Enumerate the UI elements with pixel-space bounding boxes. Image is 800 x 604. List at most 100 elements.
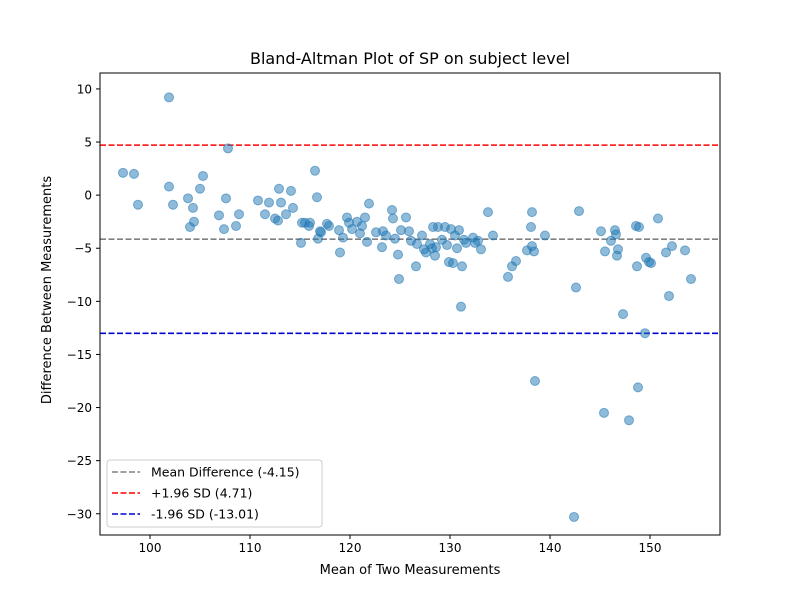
- data-point: [288, 202, 298, 213]
- data-point: [214, 210, 224, 221]
- data-point: [381, 230, 391, 241]
- data-point: [618, 309, 628, 320]
- plot-content: [100, 73, 720, 535]
- data-point: [611, 229, 621, 240]
- legend-box: [106, 459, 323, 528]
- data-point: [431, 242, 441, 253]
- data-point: [640, 328, 650, 339]
- data-point: [476, 244, 486, 255]
- x-tick-label: 100: [139, 541, 162, 555]
- data-point: [488, 230, 498, 241]
- data-point: [529, 246, 539, 257]
- data-point: [632, 261, 642, 272]
- data-point: [360, 212, 370, 223]
- data-point: [634, 222, 644, 232]
- x-tick-label: 150: [639, 541, 662, 555]
- x-tick-label: 120: [339, 541, 362, 555]
- data-point: [133, 199, 143, 210]
- data-point: [667, 241, 677, 252]
- data-point: [599, 407, 609, 418]
- data-point: [164, 92, 174, 103]
- data-point: [286, 185, 296, 196]
- data-point: [195, 183, 205, 194]
- data-point: [411, 261, 421, 272]
- data-point: [219, 224, 229, 235]
- legend-label: Mean Difference (-4.15): [151, 465, 300, 480]
- data-point: [473, 235, 483, 246]
- x-tick-label: 130: [439, 541, 462, 555]
- data-point: [324, 220, 334, 231]
- x-tick-label: 110: [239, 541, 262, 555]
- legend-label: -1.96 SD (-13.01): [151, 507, 259, 522]
- data-point: [600, 246, 610, 257]
- data-point: [189, 216, 199, 227]
- data-point: [357, 220, 367, 231]
- data-point: [253, 195, 263, 206]
- data-point: [571, 282, 581, 293]
- data-point: [390, 233, 400, 244]
- data-point: [448, 258, 458, 269]
- data-point: [456, 301, 466, 312]
- y-tick-label: −15: [67, 348, 92, 362]
- data-point: [404, 226, 414, 237]
- y-tick-label: −5: [74, 242, 92, 256]
- chart-title: Bland-Altman Plot of SP on subject level: [250, 49, 570, 68]
- data-point: [511, 255, 521, 266]
- data-point: [454, 225, 464, 236]
- legend-label: +1.96 SD (4.71): [151, 486, 252, 501]
- data-point: [310, 165, 320, 176]
- data-point: [540, 230, 550, 241]
- data-point: [457, 261, 467, 272]
- y-tick-label: −30: [67, 507, 92, 521]
- data-point: [442, 240, 452, 251]
- data-point: [394, 274, 404, 285]
- data-point: [164, 181, 174, 192]
- data-point: [347, 224, 357, 235]
- plot-area: [100, 73, 720, 535]
- data-point: [661, 247, 671, 258]
- data-point: [231, 220, 241, 231]
- data-point: [680, 245, 690, 256]
- data-point: [686, 274, 696, 285]
- data-point: [221, 193, 231, 204]
- axes-frame: [99, 72, 721, 536]
- y-tick-label: 0: [84, 189, 92, 203]
- data-point: [452, 243, 462, 254]
- data-point: [569, 511, 579, 522]
- data-point: [129, 168, 139, 179]
- data-point: [530, 376, 540, 386]
- y-tick-label: 5: [84, 136, 92, 150]
- data-point: [388, 213, 398, 224]
- data-point: [503, 271, 513, 282]
- data-point: [223, 143, 233, 154]
- data-point: [527, 207, 537, 218]
- data-point: [574, 206, 584, 217]
- data-point: [188, 202, 198, 213]
- data-point: [430, 250, 440, 261]
- data-point: [312, 192, 322, 203]
- data-point: [362, 236, 372, 247]
- data-point: [198, 171, 208, 182]
- data-point: [401, 212, 411, 223]
- data-point: [596, 226, 606, 237]
- data-point: [613, 244, 623, 255]
- axes: 100 110 120 130 140 150 10 5 0 −5 −10 −15 −20 −25 −30: [67, 72, 721, 555]
- x-tick-label: 140: [539, 541, 562, 555]
- x-axis-label: Mean of Two Measurements: [320, 563, 501, 578]
- data-point: [664, 291, 674, 302]
- data-point: [273, 215, 283, 226]
- data-point: [264, 197, 274, 208]
- data-point: [364, 198, 374, 209]
- legend: Mean Difference (-4.15) +1.96 SD (4.71) -1…: [106, 459, 323, 528]
- data-point: [276, 197, 286, 208]
- data-point: [393, 249, 403, 260]
- data-point: [305, 217, 315, 228]
- data-point: [281, 209, 291, 220]
- data-point: [118, 167, 128, 178]
- data-point: [417, 230, 427, 241]
- data-point: [168, 199, 178, 210]
- data-point: [646, 258, 656, 269]
- data-point: [316, 227, 326, 238]
